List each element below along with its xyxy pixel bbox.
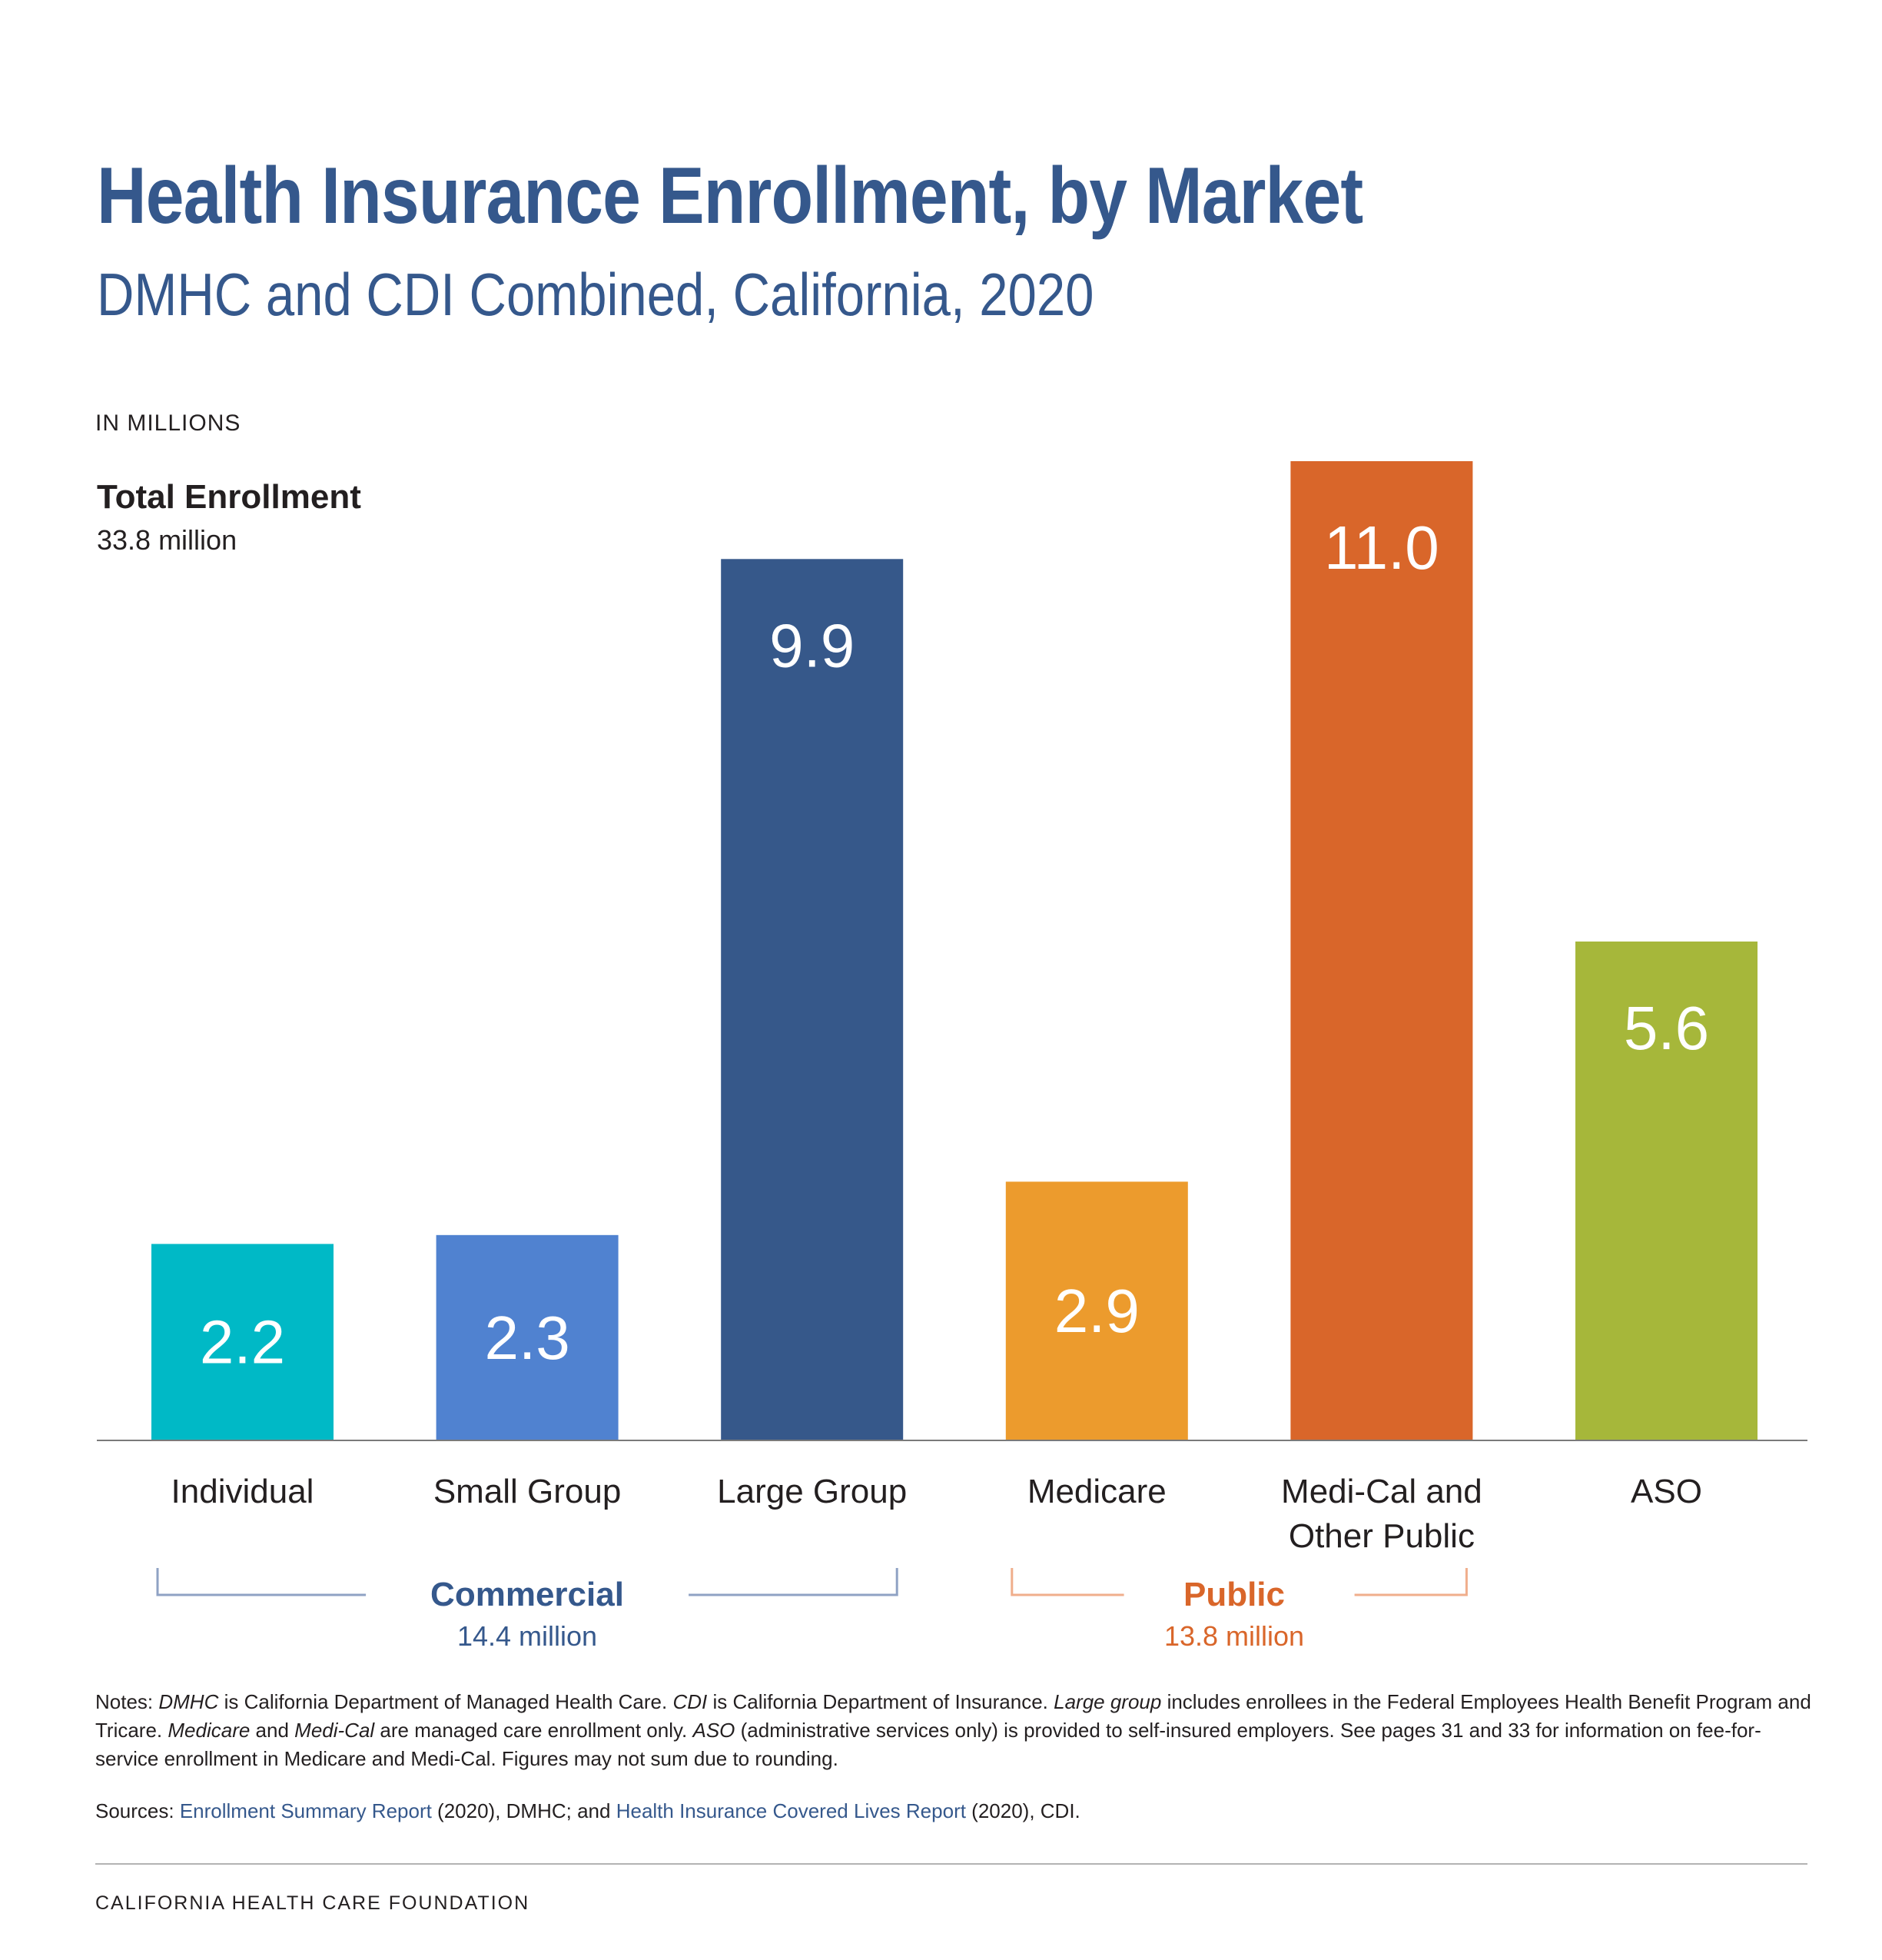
- chart-notes: Notes: DMHC is California Department of …: [95, 1688, 1824, 1773]
- group-bracket-right: [1354, 1568, 1468, 1596]
- notes-text: (administrative services only) is provid…: [95, 1719, 1761, 1770]
- notes-prefix: Notes:: [95, 1690, 159, 1713]
- category-label: Small Group: [433, 1473, 622, 1510]
- category-label: Individual: [171, 1473, 314, 1510]
- group-commercial-name: Commercial: [430, 1576, 624, 1613]
- total-enrollment-label: Total Enrollment: [97, 478, 361, 516]
- group-public-name: Public: [1183, 1576, 1286, 1613]
- notes-term: CDI: [672, 1690, 708, 1713]
- bar-value-label: 2.9: [1054, 1277, 1140, 1345]
- bar: [151, 1244, 334, 1440]
- notes-text: includes enrollees in the Federal Employ…: [95, 1690, 1811, 1742]
- category-label: Medicare: [1027, 1473, 1167, 1510]
- notes-term: Large group: [1054, 1690, 1162, 1713]
- chart-subtitle: DMHC and CDI Combined, California, 2020: [97, 261, 1094, 328]
- covered-lives-report-link[interactable]: Health Insurance Covered Lives Report: [616, 1799, 966, 1822]
- notes-text: is California Department of Insurance.: [707, 1690, 1054, 1713]
- notes-term: Medicare: [168, 1719, 251, 1742]
- bar-value-label: 5.6: [1624, 994, 1709, 1062]
- notes-term: DMHC: [158, 1690, 219, 1713]
- notes-text: is California Department of Managed Heal…: [218, 1690, 673, 1713]
- bar-value-label: 2.3: [484, 1304, 569, 1372]
- notes-term: ASO: [692, 1719, 735, 1742]
- group-bracket-right: [689, 1568, 898, 1596]
- group-bracket-left: [156, 1568, 367, 1596]
- bar: [1290, 461, 1473, 1440]
- group-commercial-total: 14.4 million: [456, 1620, 598, 1652]
- enrollment-summary-report-link[interactable]: Enrollment Summary Report: [179, 1799, 432, 1822]
- category-label: Medi-Cal and: [1281, 1473, 1482, 1510]
- bar-value-label: 9.9: [769, 611, 855, 679]
- bar: [721, 559, 904, 1440]
- sources-text: (2020), DMHC; and: [431, 1799, 616, 1822]
- unit-label: IN MILLIONS: [95, 410, 241, 436]
- notes-text: and: [250, 1719, 295, 1742]
- footer-divider: [95, 1863, 1807, 1865]
- notes-text: are managed care enrollment only.: [374, 1719, 693, 1742]
- bar-value-label: 11.0: [1324, 513, 1439, 582]
- category-label: ASO: [1631, 1473, 1702, 1510]
- group-public-total: 13.8 million: [1163, 1620, 1305, 1652]
- category-label: Large Group: [717, 1473, 907, 1510]
- bar: [1005, 1181, 1188, 1440]
- sources-text: (2020), CDI.: [965, 1799, 1080, 1822]
- chart-sources: Sources: Enrollment Summary Report (2020…: [95, 1797, 1824, 1825]
- sources-prefix: Sources:: [95, 1799, 180, 1822]
- category-label: Other Public: [1289, 1517, 1475, 1555]
- group-bracket-left: [1011, 1568, 1124, 1596]
- total-enrollment-value: 33.8 million: [97, 524, 237, 556]
- chart-title: Health Insurance Enrollment, by Market: [97, 151, 1363, 241]
- bar: [1575, 941, 1758, 1440]
- bar-value-label: 2.2: [200, 1308, 285, 1377]
- bar-chart: 2.2 Individual 2.3 Small Group 9.9 Large Grou…: [97, 461, 1807, 1596]
- footer-organization: CALIFORNIA HEALTH CARE FOUNDATION: [95, 1892, 530, 1914]
- notes-term: Medi-Cal: [294, 1719, 375, 1742]
- bar: [436, 1234, 619, 1440]
